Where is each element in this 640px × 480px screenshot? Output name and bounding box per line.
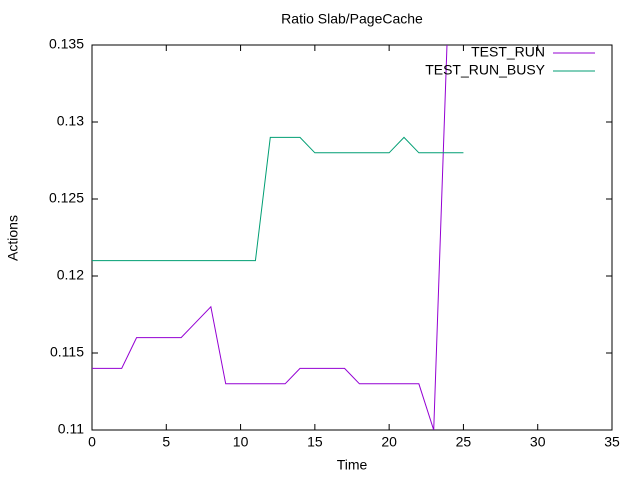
- x-tick-label: 35: [604, 434, 620, 450]
- data-line: [92, 45, 448, 430]
- x-axis-label: Time: [337, 457, 368, 473]
- x-tick-label: 10: [233, 434, 249, 450]
- x-tick-label: 30: [530, 434, 546, 450]
- legend-label: TEST_RUN_BUSY: [425, 62, 545, 78]
- x-tick-label: 20: [381, 434, 397, 450]
- x-tick-label: 0: [88, 434, 96, 450]
- y-tick-label: 0.135: [49, 36, 84, 52]
- y-tick-label: 0.125: [49, 190, 84, 206]
- y-tick-label: 0.11: [58, 421, 84, 437]
- plot-frame: [91, 44, 613, 431]
- y-axis-label: Actions: [5, 215, 21, 261]
- x-tick-label: 15: [307, 434, 323, 450]
- y-tick-label: 0.12: [57, 267, 84, 283]
- data-line: [92, 136, 464, 262]
- y-tick-label: 0.115: [50, 344, 84, 360]
- legend-label: TEST_RUN: [471, 44, 545, 60]
- y-tick-label: 0.13: [57, 113, 84, 129]
- x-tick-label: 5: [162, 434, 170, 450]
- x-tick-label: 25: [456, 434, 472, 450]
- chart-title: Ratio Slab/PageCache: [281, 11, 423, 27]
